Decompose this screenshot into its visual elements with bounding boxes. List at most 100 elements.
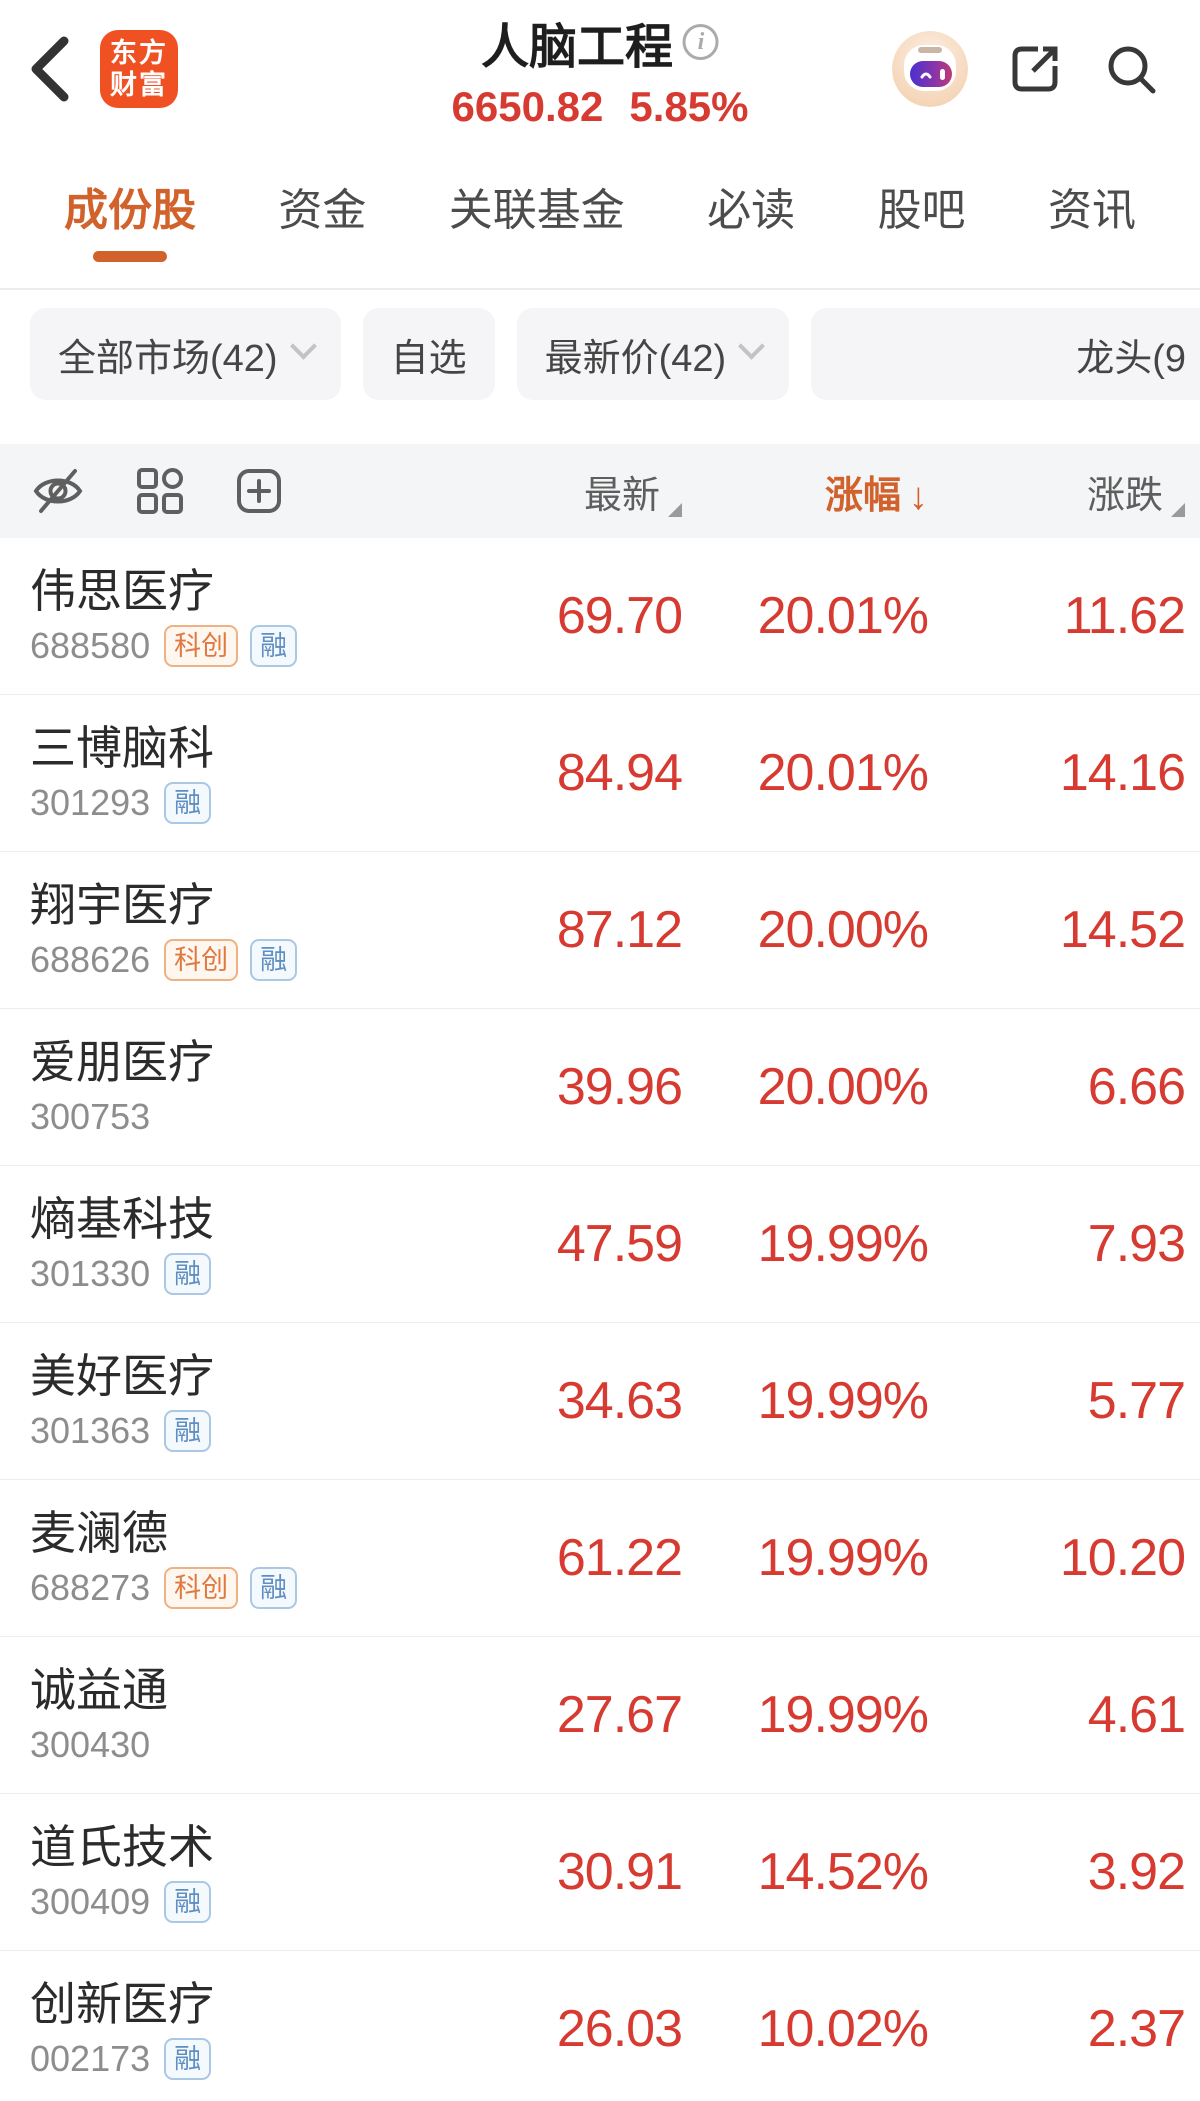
search-icon[interactable] [1102,40,1160,98]
tab-关联基金[interactable]: 关联基金 [449,154,625,272]
info-icon[interactable]: i [683,24,720,60]
change-percent: 20.00% [757,901,929,959]
stock-row[interactable]: 创新医疗 002173 融 26.03 10.02% 2.37 [0,1951,1200,2101]
tab-label: 关联基金 [448,186,625,235]
stock-code: 301293 [30,782,151,823]
stock-row[interactable]: 熵基科技 301330 融 47.59 19.99% 7.93 [0,1166,1200,1323]
tab-股吧[interactable]: 股吧 [878,154,966,272]
change-percent: 19.99% [757,1215,929,1273]
last-price: 69.70 [556,587,683,645]
last-price: 39.96 [556,1058,683,1116]
badge-group: 融 [164,1881,212,1923]
stock-name: 爱朋医疗 [30,1036,214,1088]
back-button[interactable] [24,31,76,107]
column-header-change-pct[interactable]: 涨幅 ↓ [682,464,928,519]
chevron-down-icon [738,332,766,360]
stock-name: 翔宇医疗 [30,879,214,931]
tab-label: 必读 [707,186,796,235]
stock-row[interactable]: 伟思医疗 688580 科创融 69.70 20.01% 11.62 [0,538,1200,695]
badge-group: 融 [164,1410,212,1452]
stock-code: 300430 [30,1724,151,1765]
tab-资讯[interactable]: 资讯 [1048,154,1136,272]
stock-name: 麦澜德 [30,1507,168,1559]
eastmoney-logo: 东方 财富 [100,30,178,108]
active-tab-underline [93,251,167,262]
badge-group: 融 [164,1253,212,1295]
change-percent: 19.99% [757,1372,929,1430]
stock-code: 002173 [30,2038,151,2079]
column-header-change[interactable]: 涨跌 [928,464,1185,519]
stock-code: 688580 [30,625,151,666]
page-title-block: 人脑工程 i 6650.82 5.85% [452,7,749,131]
tab-bar: 成份股 资金 关联基金 必读 股吧 资讯 [0,138,1200,290]
stock-code: 300409 [30,1881,151,1922]
tab-label: 资金 [278,186,367,235]
share-icon[interactable] [1006,40,1064,98]
tab-成份股[interactable]: 成份股 [64,154,196,272]
tab-label: 资讯 [1047,186,1136,235]
change-amount: 5.77 [1087,1372,1186,1430]
stock-row[interactable]: 道氏技术 300409 融 30.91 14.52% 3.92 [0,1794,1200,1951]
hide-eye-icon[interactable] [30,465,86,517]
column-label: 涨跌 [1086,474,1163,517]
stock-row[interactable]: 诚益通 300430 27.67 19.99% 4.61 [0,1637,1200,1794]
change-percent: 20.01% [757,587,929,645]
ai-assistant-avatar[interactable] [892,31,968,107]
filter-chip[interactable]: 自选 [362,308,495,400]
last-price: 47.59 [556,1215,683,1273]
change-amount: 10.20 [1059,1529,1186,1587]
filter-chip-label: 自选 [390,337,467,380]
back-chevron-icon [31,36,69,102]
margin-trading-badge: 融 [250,1567,298,1609]
stock-name: 三博脑科 [30,722,214,774]
filter-chip-label: 龙头(9 [1076,337,1187,380]
margin-trading-badge: 融 [164,2038,212,2080]
change-amount: 11.62 [1063,587,1186,645]
sort-triangle-icon [1171,502,1185,517]
logo-line2: 财富 [110,70,168,100]
add-stock-icon[interactable] [234,465,284,517]
change-amount: 4.61 [1087,1686,1186,1744]
last-price: 27.67 [556,1686,683,1744]
index-value: 6650.82 [451,83,604,130]
column-header-last[interactable]: 最新 [492,464,682,519]
stock-name: 美好医疗 [30,1350,214,1402]
change-amount: 14.16 [1059,744,1186,802]
star-market-badge: 科创 [164,939,239,981]
stock-row[interactable]: 麦澜德 688273 科创融 61.22 19.99% 10.20 [0,1480,1200,1637]
stock-row[interactable]: 翔宇医疗 688626 科创融 87.12 20.00% 14.52 [0,852,1200,1009]
layout-grid-icon[interactable] [134,465,186,517]
last-price: 87.12 [556,901,683,959]
filter-chip[interactable]: 最新价(42) [516,308,790,400]
filter-chip[interactable]: 全部市场(42) [30,308,341,400]
last-price: 61.22 [556,1529,683,1587]
star-market-badge: 科创 [164,625,239,667]
logo-line1: 东方 [110,38,168,68]
change-percent: 20.00% [757,1058,929,1116]
tab-资金[interactable]: 资金 [278,154,366,272]
change-percent: 10.02% [757,2000,929,2058]
stock-row[interactable]: 美好医疗 301363 融 34.63 19.99% 5.77 [0,1323,1200,1480]
change-amount: 7.93 [1087,1215,1186,1273]
sort-desc-arrow-icon: ↓ [909,475,928,518]
index-quote: 6650.82 5.85% [452,83,749,131]
stock-row[interactable]: 三博脑科 301293 融 84.94 20.01% 14.16 [0,695,1200,852]
stock-code: 300753 [30,1096,151,1137]
badge-group: 融 [164,782,212,824]
change-amount: 14.52 [1059,901,1186,959]
change-amount: 2.37 [1087,2000,1186,2058]
change-amount: 3.92 [1087,1843,1186,1901]
stock-code: 688273 [30,1567,151,1608]
last-price: 84.94 [556,744,683,802]
tab-必读[interactable]: 必读 [707,154,795,272]
stock-name: 创新医疗 [30,1978,214,2030]
filter-chip[interactable]: 龙头(9 [811,308,1200,400]
stock-code: 301330 [30,1253,151,1294]
stock-row[interactable]: 爱朋医疗 300753 39.96 20.00% 6.66 [0,1009,1200,1166]
star-market-badge: 科创 [164,1567,239,1609]
badge-group: 科创融 [164,939,298,981]
stock-list: 伟思医疗 688580 科创融 69.70 20.01% 11.62 三博脑科 … [0,538,1200,2101]
last-price: 26.03 [556,2000,683,2058]
column-label: 最新 [583,474,660,517]
